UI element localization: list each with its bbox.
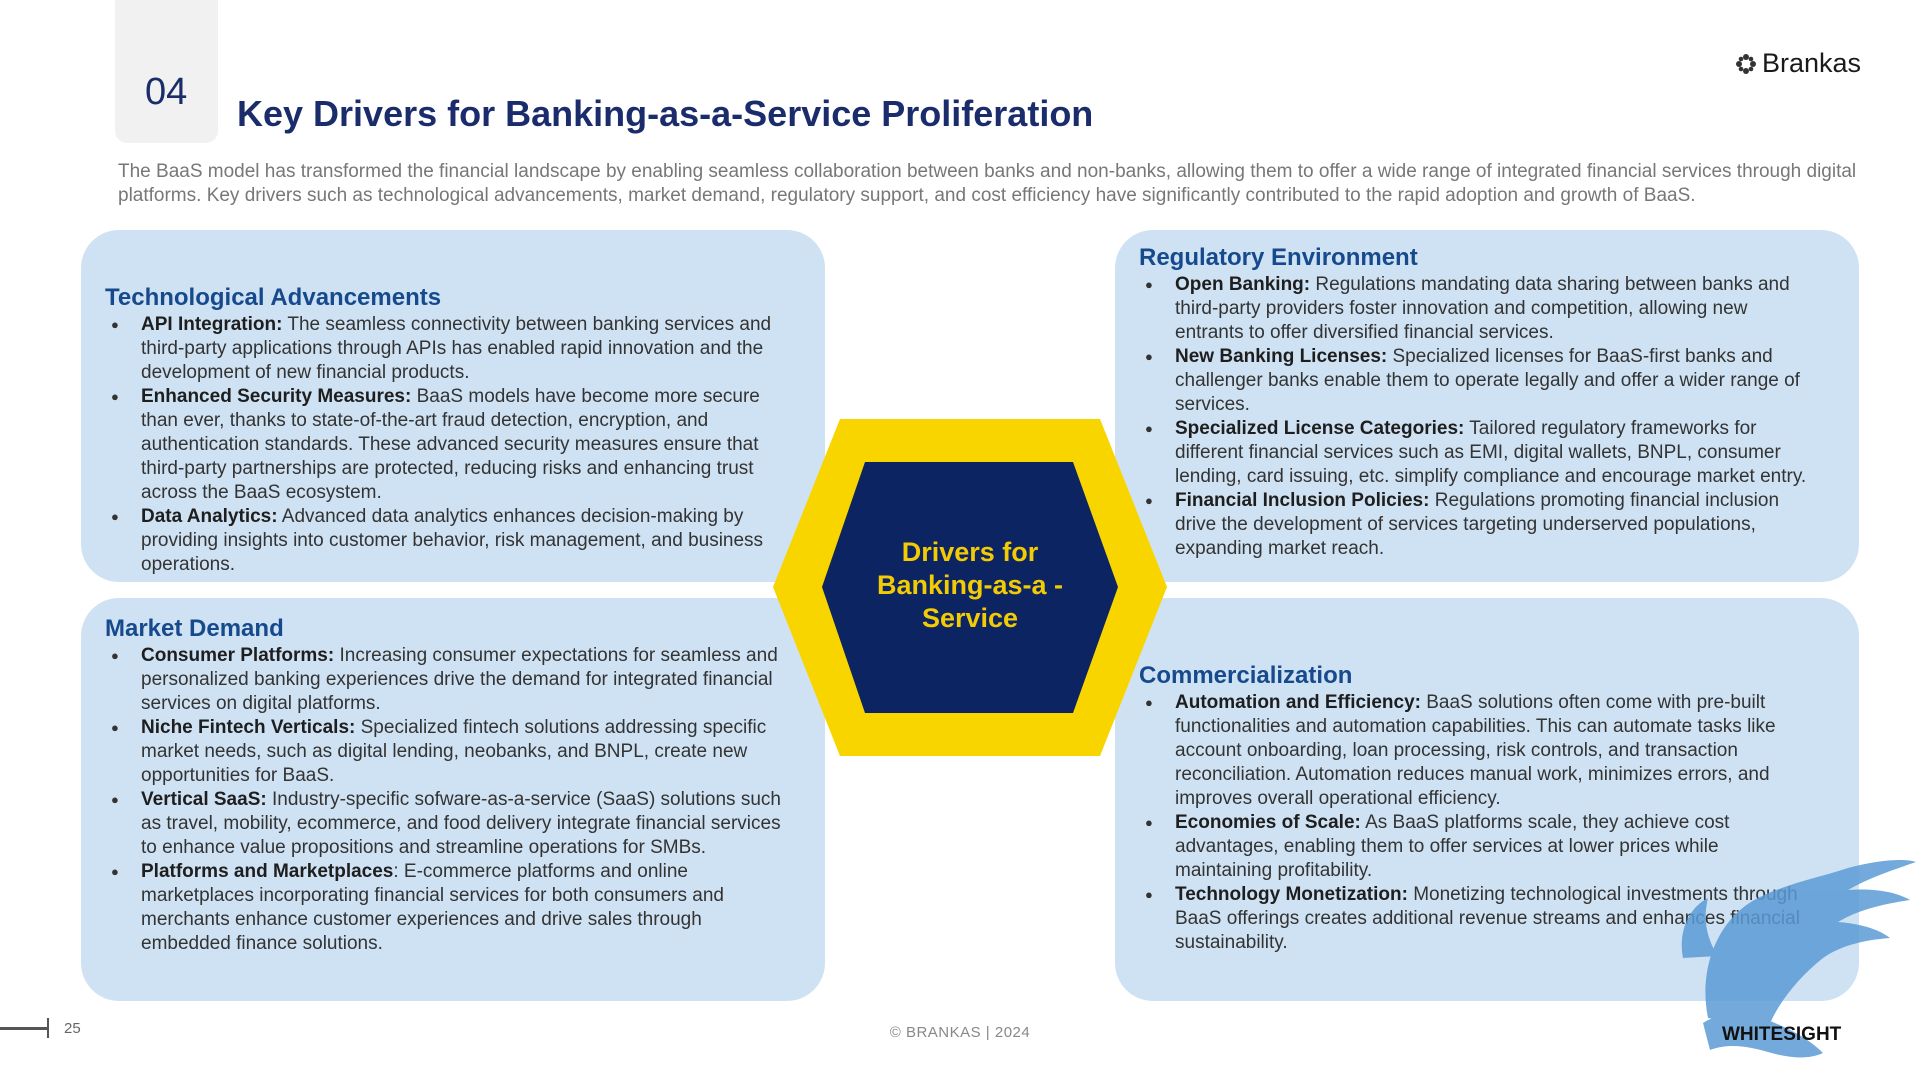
card-market-demand: Market Demand Consumer Platforms: Increa… bbox=[81, 598, 825, 1001]
list-item: Data Analytics: Advanced data analytics … bbox=[105, 505, 785, 577]
card-title: Market Demand bbox=[105, 615, 284, 642]
list-item: Specialized License Categories: Tailored… bbox=[1139, 417, 1819, 489]
list-item: Platforms and Marketplaces: E-commerce p… bbox=[105, 860, 785, 956]
list-item: Enhanced Security Measures: BaaS models … bbox=[105, 385, 785, 505]
list-item: New Banking Licenses: Specialized licens… bbox=[1139, 345, 1819, 417]
bullet-list: Automation and Efficiency: BaaS solution… bbox=[1139, 691, 1819, 955]
card-title: Technological Advancements bbox=[105, 284, 442, 311]
intro-paragraph: The BaaS model has transformed the finan… bbox=[118, 161, 1857, 206]
griffin-watermark-icon bbox=[1681, 860, 1916, 1058]
list-item: Consumer Platforms: Increasing consumer … bbox=[105, 644, 785, 716]
center-label: Drivers for Banking-as-a -Service bbox=[876, 537, 1064, 633]
slide-number: 04 bbox=[145, 71, 188, 113]
inner-hexagon bbox=[822, 462, 1118, 713]
list-item: Automation and Efficiency: BaaS solution… bbox=[1139, 691, 1819, 811]
card-title: Commercialization bbox=[1139, 662, 1353, 689]
list-item: Vertical SaaS: Industry-specific sofware… bbox=[105, 788, 785, 860]
card-title: Regulatory Environment bbox=[1139, 244, 1418, 271]
center-hexagon bbox=[773, 419, 1167, 756]
card-technological-advancements: Technological Advancements API Integrati… bbox=[81, 230, 825, 582]
list-item: Niche Fintech Verticals: Specialized fin… bbox=[105, 716, 785, 788]
brankas-logo: Brankas bbox=[1734, 48, 1861, 79]
page-number: 25 bbox=[64, 1020, 81, 1037]
page-title: Key Drivers for Banking-as-a-Service Pro… bbox=[237, 93, 1094, 134]
page-indicator-tick bbox=[47, 1018, 49, 1038]
footer-copyright: © BRANKAS | 2024 bbox=[889, 1024, 1031, 1041]
card-commercialization: Commercialization Automation and Efficie… bbox=[1115, 598, 1859, 1001]
card-regulatory-environment: Regulatory Environment Open Banking: Reg… bbox=[1115, 230, 1859, 582]
watermark-text: WHITESIGHT bbox=[1722, 1024, 1842, 1045]
list-item: API Integration: The seamless connectivi… bbox=[105, 313, 785, 385]
list-item: Technology Monetization: Monetizing tech… bbox=[1139, 883, 1819, 955]
brankas-flower-icon bbox=[1735, 53, 1756, 74]
page-indicator-line bbox=[0, 1027, 48, 1030]
bullet-list: Open Banking: Regulations mandating data… bbox=[1139, 273, 1819, 561]
slide-number-tab: 04 bbox=[115, 0, 218, 143]
list-item: Open Banking: Regulations mandating data… bbox=[1139, 273, 1819, 345]
list-item: Financial Inclusion Policies: Regulation… bbox=[1139, 489, 1819, 561]
bullet-list: Consumer Platforms: Increasing consumer … bbox=[105, 644, 785, 956]
logo-text: Brankas bbox=[1761, 48, 1861, 78]
bullet-list: API Integration: The seamless connectivi… bbox=[105, 313, 785, 577]
list-item: Economies of Scale: As BaaS platforms sc… bbox=[1139, 811, 1819, 883]
